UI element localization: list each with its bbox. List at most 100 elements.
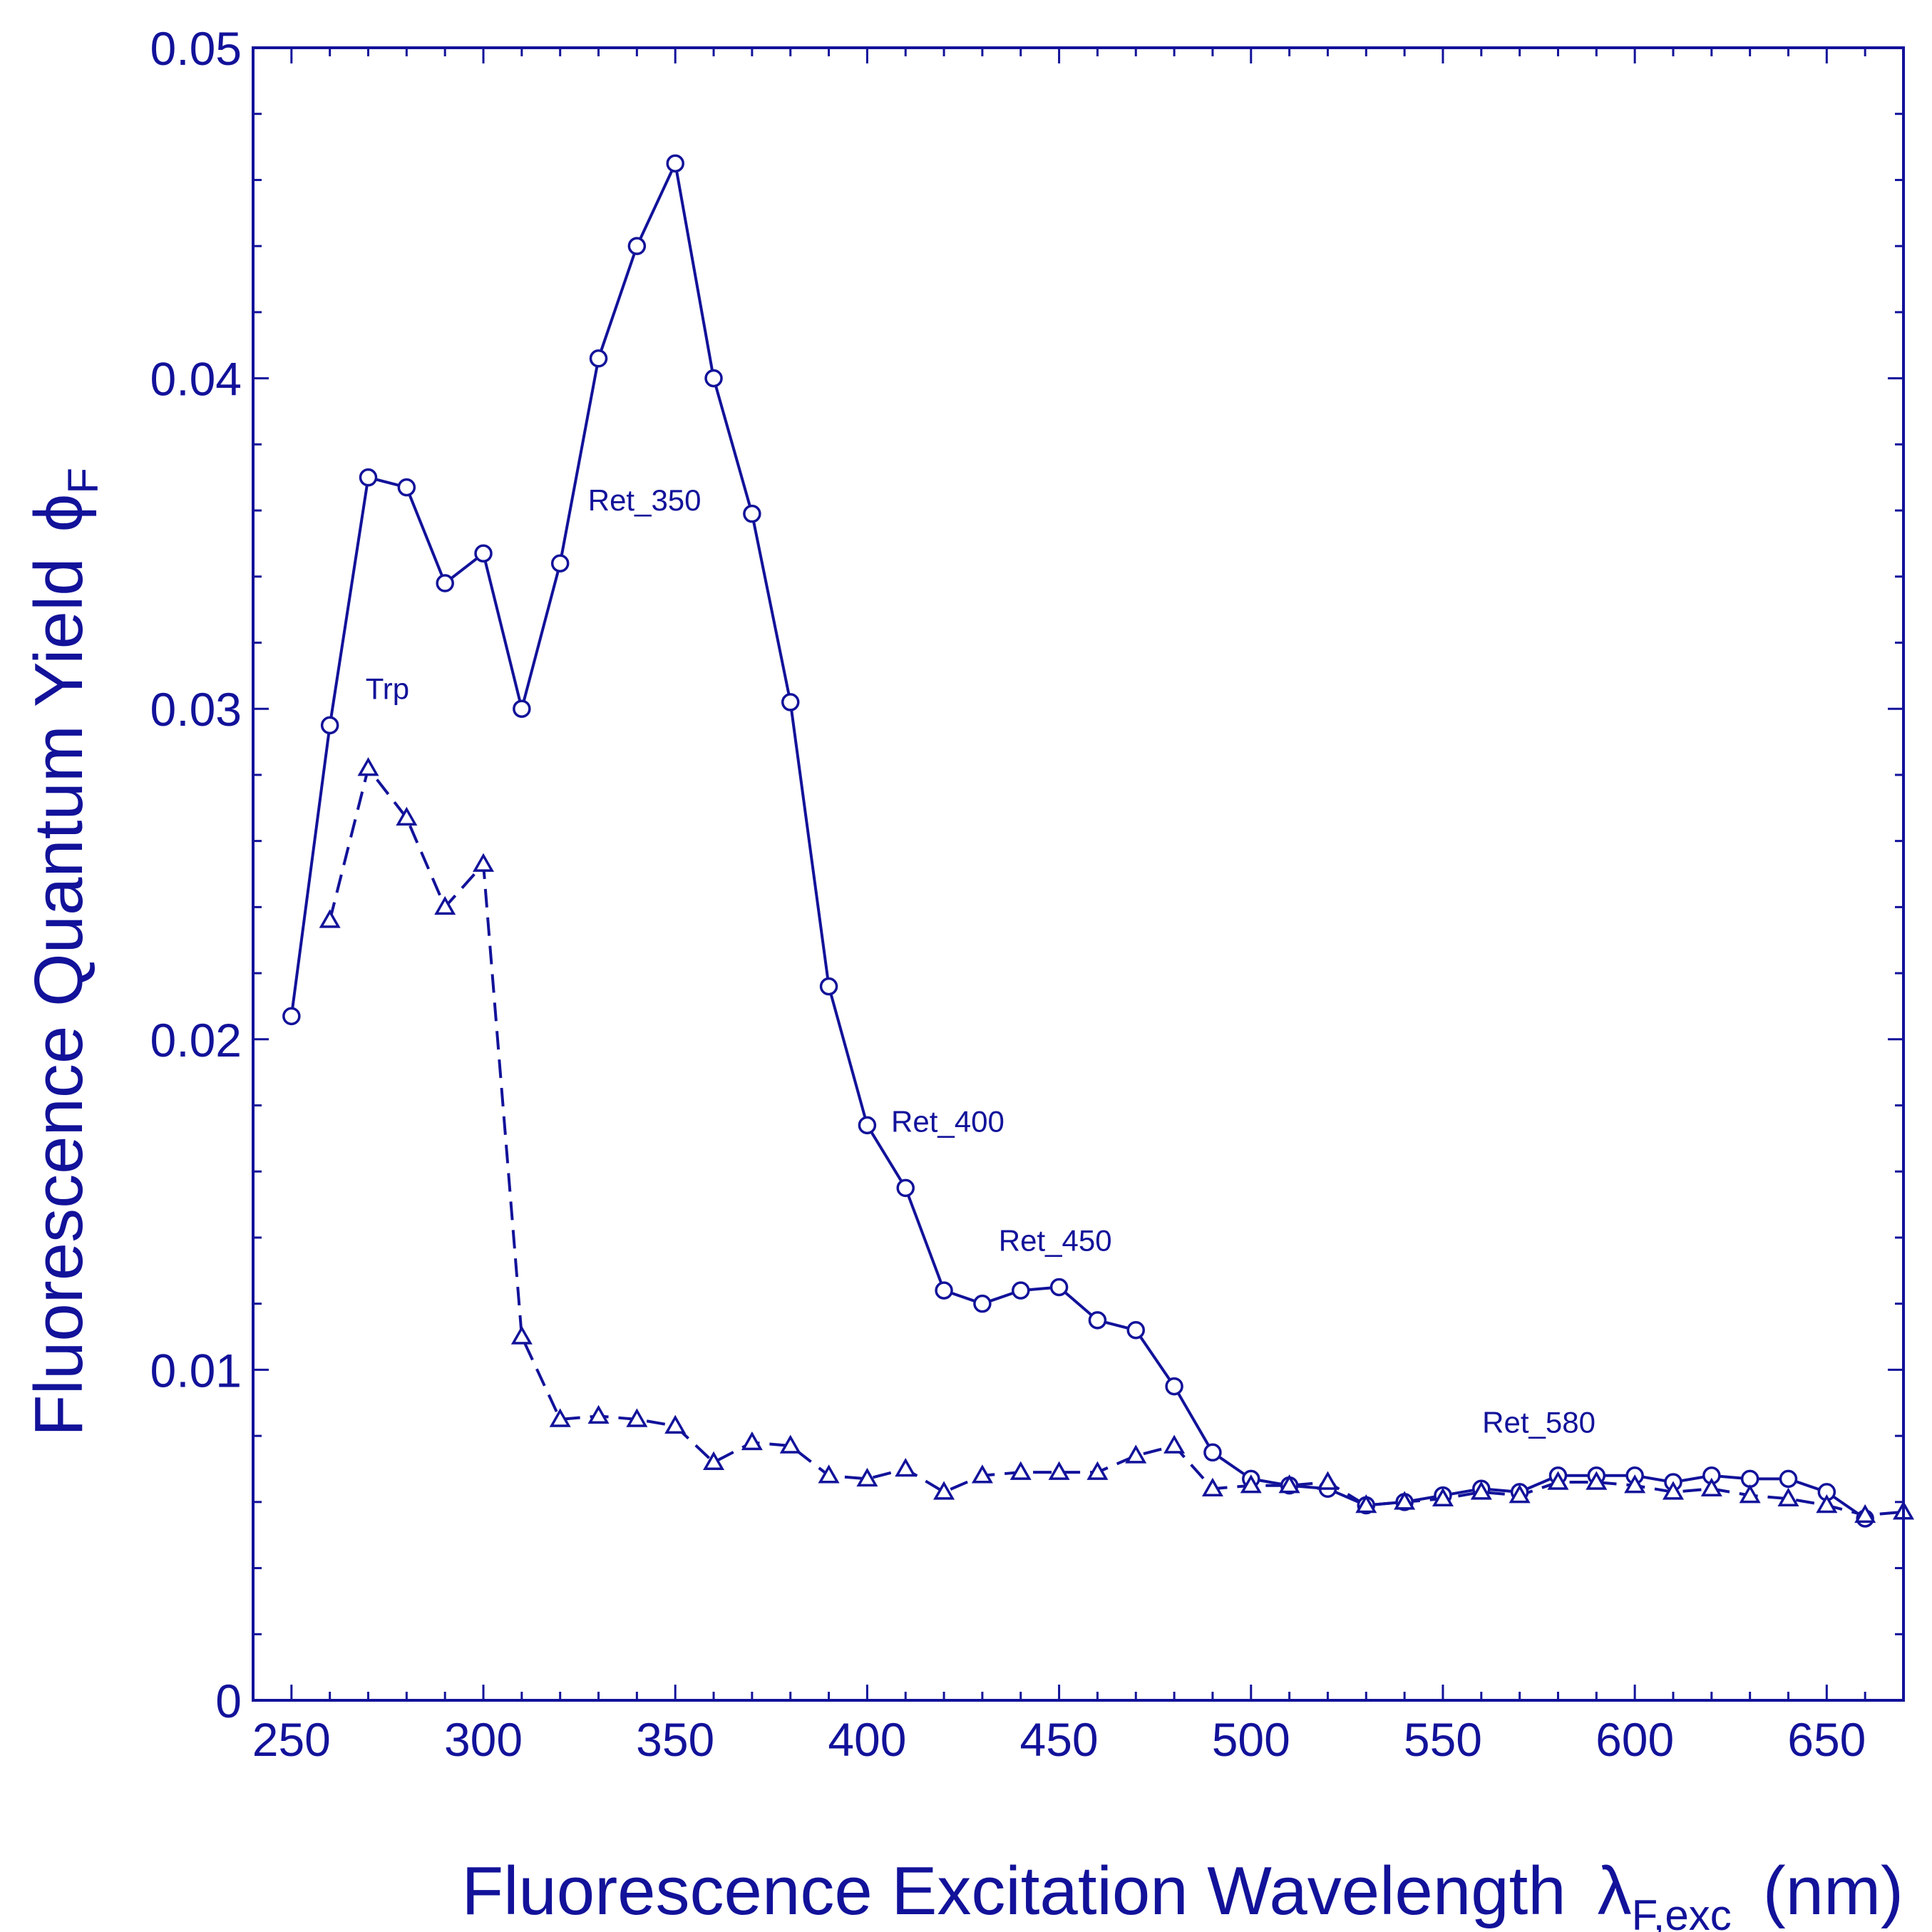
plot-frame xyxy=(252,46,1905,1702)
data-point-triangle xyxy=(1739,1484,1761,1504)
data-point-triangle xyxy=(1470,1481,1492,1500)
x-tick-label: 250 xyxy=(252,1713,331,1766)
data-point-triangle xyxy=(856,1467,878,1487)
data-point-circle xyxy=(513,699,531,718)
major-ticks xyxy=(253,46,1903,1702)
data-point-triangle xyxy=(895,1457,917,1477)
x-tick-label: 550 xyxy=(1404,1713,1482,1766)
data-point-circle xyxy=(858,1116,877,1135)
x-axis-title-main: Fluorescence Excitation Wavelength xyxy=(461,1853,1566,1929)
y-tick-label: 0.04 xyxy=(150,353,242,406)
series-line-circles-solid xyxy=(289,162,1866,1520)
data-point-circle xyxy=(1011,1281,1030,1300)
data-point-triangle xyxy=(1355,1494,1377,1514)
annotation-label: Ret_400 xyxy=(891,1105,1004,1139)
data-point-circle xyxy=(1203,1443,1222,1462)
data-point-circle xyxy=(436,574,454,592)
data-point-triangle xyxy=(1509,1484,1531,1504)
tick-labels: 250 300 350 400 450 500 550 600 650 0 0.01 0.02 0.03… xyxy=(150,22,1866,1766)
data-point-circle xyxy=(589,349,608,368)
data-point-triangle xyxy=(779,1434,801,1454)
data-point-triangle xyxy=(1278,1474,1300,1494)
data-point-triangle xyxy=(1394,1491,1416,1510)
annotation-label: Ret_580 xyxy=(1482,1405,1596,1439)
y-tick-label: 0.05 xyxy=(150,22,242,75)
annotation-label: Ret_350 xyxy=(588,483,702,517)
data-point-circle xyxy=(627,237,647,255)
x-tick-label: 650 xyxy=(1787,1713,1866,1766)
annotation-label: Trp xyxy=(366,672,409,705)
data-point-triangle xyxy=(1777,1487,1799,1506)
data-point-triangle xyxy=(434,895,456,915)
x-tick-label: 500 xyxy=(1212,1713,1290,1766)
x-tick-label: 400 xyxy=(828,1713,906,1766)
minor-ticks xyxy=(252,48,1905,1700)
x-tick-label: 450 xyxy=(1020,1713,1099,1766)
x-tick-label: 350 xyxy=(636,1713,714,1766)
data-point-circle xyxy=(935,1281,953,1300)
data-point-triangle xyxy=(1854,1504,1876,1523)
data-point-triangle xyxy=(510,1325,533,1345)
y-tick-label: 0.02 xyxy=(150,1014,242,1067)
data-point-triangle xyxy=(1432,1487,1454,1506)
data-point-triangle xyxy=(549,1408,571,1427)
data-point-triangle xyxy=(1201,1477,1223,1497)
data-point-circle xyxy=(1126,1321,1146,1340)
y-axis-title: Fluorescence Quantum Yield ϕF xyxy=(21,468,107,1437)
data-point-triangle xyxy=(473,853,495,872)
data-point-triangle xyxy=(396,806,418,826)
data-point-circle xyxy=(743,504,761,523)
data-point-circle xyxy=(397,478,416,497)
data-point-circle xyxy=(819,977,838,996)
data-point-circle xyxy=(973,1294,992,1313)
data-point-triangle xyxy=(587,1404,610,1424)
data-point-triangle xyxy=(357,757,379,776)
x-axis-symbol: λ xyxy=(1598,1853,1632,1929)
data-point-circle xyxy=(359,468,378,487)
data-point-triangle xyxy=(971,1464,993,1484)
y-tick-label: 0 xyxy=(215,1675,242,1727)
data-point-circle xyxy=(320,716,339,735)
data-point-circle xyxy=(781,693,800,711)
data-point-triangle xyxy=(1163,1434,1186,1454)
data-point-triangle xyxy=(1624,1474,1646,1494)
y-axis-symbol: ϕ xyxy=(21,494,97,533)
data-point-circle xyxy=(1165,1377,1183,1396)
data-point-triangle xyxy=(1240,1474,1262,1494)
x-tick-label: 300 xyxy=(444,1713,523,1766)
data-point-triangle xyxy=(1009,1461,1032,1480)
data-point-triangle xyxy=(1086,1461,1109,1480)
y-axis-title-main: Fluorescence Quantum Yield xyxy=(21,557,97,1437)
data-point-circle xyxy=(1088,1311,1107,1330)
data-point-triangle xyxy=(319,909,341,928)
annotations: Trp Ret_350 Ret_400 Ret_450 Ret_580 xyxy=(366,483,1596,1439)
x-axis-subscript: F,exc xyxy=(1632,1891,1732,1932)
y-tick-label: 0.03 xyxy=(150,683,242,736)
data-point-triangle xyxy=(1317,1471,1339,1490)
data-point-triangle xyxy=(741,1431,763,1451)
data-point-circle xyxy=(896,1178,915,1198)
data-point-triangle xyxy=(703,1451,725,1470)
data-point-triangle xyxy=(1700,1477,1722,1497)
x-tick-label: 600 xyxy=(1596,1713,1674,1766)
data-point-circle xyxy=(474,544,493,563)
annotation-label: Ret_450 xyxy=(999,1224,1112,1258)
data-point-triangle xyxy=(1048,1461,1070,1480)
data-point-circle xyxy=(704,369,723,388)
data-point-circle xyxy=(550,554,570,572)
y-axis-subscript: F xyxy=(59,468,107,494)
data-point-circle xyxy=(282,1007,301,1026)
data-point-circle xyxy=(1779,1469,1798,1489)
x-axis-unit: (nm) xyxy=(1763,1853,1903,1929)
series-line-triangles-dashed xyxy=(328,766,1904,1517)
data-point-triangle xyxy=(1547,1471,1569,1490)
data-point-triangle xyxy=(933,1481,955,1500)
data-point-triangle xyxy=(1586,1471,1608,1490)
series-markers xyxy=(282,154,1915,1528)
y-tick-label: 0.01 xyxy=(150,1344,242,1397)
data-point-circle xyxy=(666,154,684,173)
data-point-circle xyxy=(1049,1278,1069,1297)
data-point-triangle xyxy=(626,1408,648,1427)
data-point-triangle xyxy=(818,1464,840,1484)
